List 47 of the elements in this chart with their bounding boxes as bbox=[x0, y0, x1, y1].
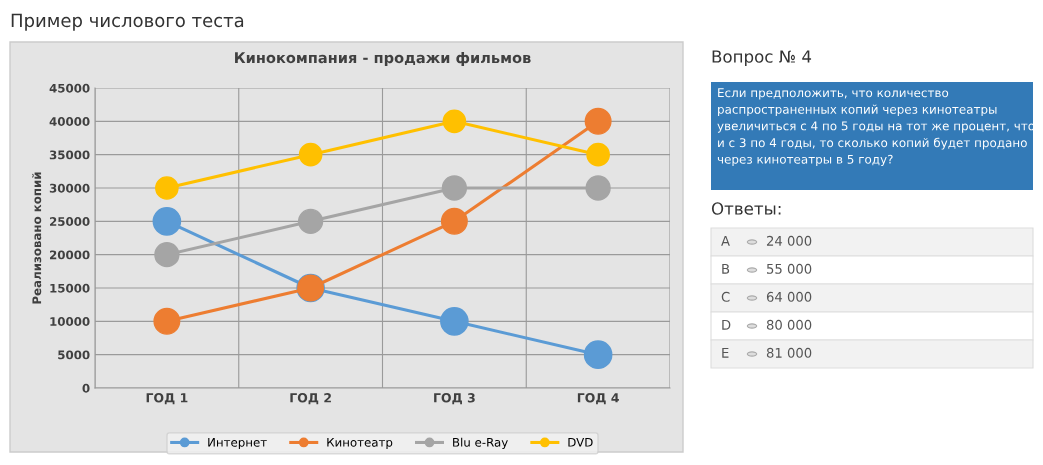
x-tick-label: ГОД 2 bbox=[290, 393, 331, 405]
y-tick-label: 40000 bbox=[49, 117, 90, 126]
chart-title: Кинокомпания - продажи фильмов bbox=[235, 51, 531, 67]
point bbox=[440, 307, 469, 336]
y-tick-label: 15000 bbox=[50, 283, 90, 293]
text: B bbox=[722, 264, 730, 274]
text: 55 000 bbox=[767, 263, 812, 274]
text: 81 000 bbox=[766, 347, 812, 358]
y-tick-label: 30000 bbox=[49, 183, 90, 193]
y-tick-label: 5000 bbox=[58, 350, 90, 360]
x-tick-label: ГОД 3 bbox=[434, 393, 475, 405]
legend-label: Blu e-Ray bbox=[453, 437, 508, 450]
point bbox=[583, 340, 613, 369]
point bbox=[440, 207, 468, 235]
text: 80 000 bbox=[766, 319, 812, 330]
point bbox=[441, 175, 468, 201]
point bbox=[154, 242, 180, 268]
y-axis-title: Реализовано копий bbox=[32, 172, 42, 304]
point bbox=[155, 176, 179, 200]
y-tick-label: 25000 bbox=[50, 217, 90, 226]
point bbox=[584, 107, 612, 135]
point bbox=[586, 142, 610, 167]
point bbox=[153, 307, 181, 335]
point bbox=[585, 175, 611, 201]
text: Пример числового теста bbox=[11, 13, 244, 31]
text: 24 000 bbox=[766, 235, 812, 246]
text: D bbox=[722, 320, 731, 330]
x-tick-label: ГОД 1 bbox=[146, 393, 188, 405]
legend-label: Интернет bbox=[208, 437, 267, 450]
text: Вопрос № 4 bbox=[712, 50, 812, 67]
text: A bbox=[721, 236, 730, 246]
y-tick-label: 0 bbox=[82, 383, 90, 393]
point bbox=[152, 207, 182, 236]
text: 64 000 bbox=[766, 291, 812, 302]
point bbox=[298, 142, 323, 167]
y-tick-label: 45000 bbox=[49, 83, 90, 93]
x-tick-label: ГОД 4 bbox=[577, 393, 619, 405]
y-tick-label: 10000 bbox=[50, 317, 90, 326]
y-tick-label: 35000 bbox=[49, 150, 90, 160]
y-tick-label: 20000 bbox=[50, 250, 90, 260]
text: Ответы: bbox=[711, 202, 781, 215]
point bbox=[297, 208, 324, 234]
text: E bbox=[722, 348, 729, 358]
legend-label: Кинотеатр bbox=[327, 437, 393, 450]
text: C bbox=[721, 291, 730, 302]
point bbox=[442, 109, 467, 134]
legend-label: DVD bbox=[568, 437, 593, 447]
